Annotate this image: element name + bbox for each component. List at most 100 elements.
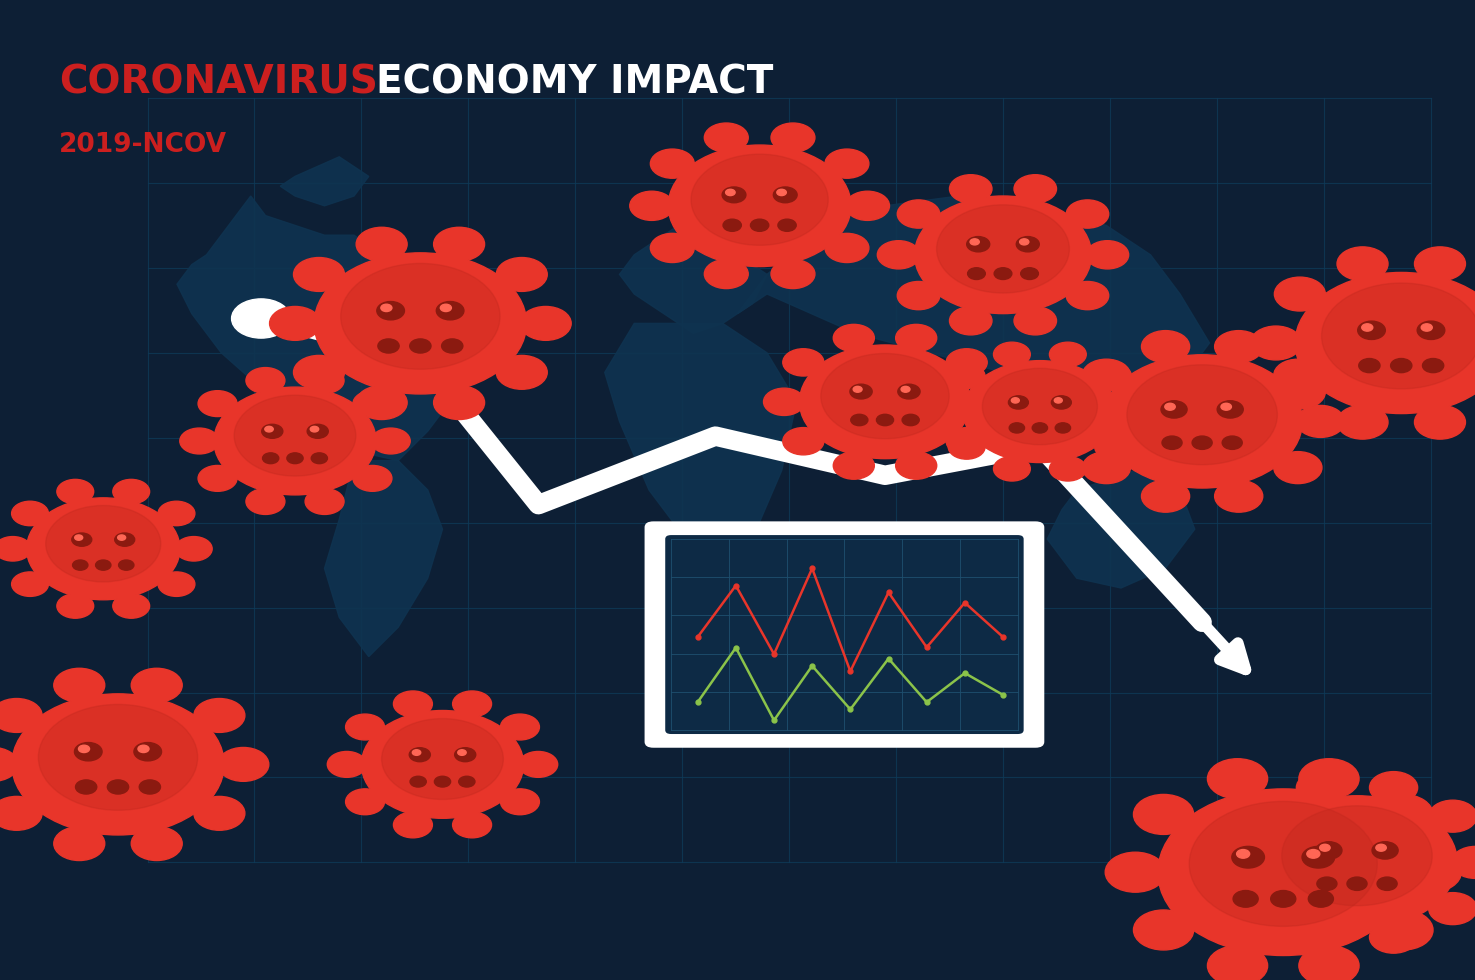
Circle shape (650, 233, 695, 263)
Circle shape (897, 200, 940, 228)
Circle shape (1158, 789, 1409, 956)
Circle shape (437, 302, 465, 319)
Circle shape (771, 260, 814, 288)
Circle shape (270, 307, 320, 340)
Circle shape (286, 453, 304, 464)
Circle shape (1415, 247, 1466, 280)
Circle shape (1372, 842, 1398, 859)
Circle shape (139, 745, 149, 753)
Circle shape (115, 533, 134, 546)
Circle shape (1083, 360, 1130, 391)
Circle shape (982, 368, 1097, 445)
Circle shape (1307, 850, 1320, 858)
Circle shape (1322, 283, 1475, 389)
Circle shape (850, 384, 872, 399)
Circle shape (1161, 401, 1187, 418)
Circle shape (453, 691, 491, 716)
Circle shape (158, 572, 195, 597)
Circle shape (1208, 759, 1267, 799)
Circle shape (1238, 801, 1285, 832)
Circle shape (193, 699, 245, 732)
Circle shape (409, 748, 431, 761)
Circle shape (261, 424, 283, 438)
Circle shape (1415, 406, 1466, 439)
Circle shape (898, 384, 920, 399)
Circle shape (1429, 801, 1475, 832)
Circle shape (355, 227, 407, 261)
Circle shape (1009, 422, 1025, 433)
Circle shape (1302, 847, 1335, 868)
Circle shape (764, 388, 804, 416)
Circle shape (1012, 398, 1019, 403)
Circle shape (1316, 842, 1342, 859)
Circle shape (705, 260, 748, 288)
Circle shape (914, 196, 1092, 314)
Circle shape (58, 479, 94, 504)
Circle shape (521, 307, 571, 340)
Circle shape (1299, 759, 1358, 799)
Circle shape (1299, 946, 1358, 980)
Circle shape (751, 220, 768, 231)
Circle shape (853, 386, 861, 392)
Circle shape (1162, 436, 1181, 450)
Circle shape (1021, 268, 1038, 279)
Circle shape (650, 149, 695, 178)
Circle shape (53, 668, 105, 702)
Circle shape (903, 415, 919, 425)
Circle shape (1165, 404, 1176, 411)
Circle shape (1274, 360, 1322, 391)
Circle shape (1049, 342, 1086, 367)
Circle shape (1236, 850, 1249, 858)
Circle shape (519, 752, 558, 777)
Circle shape (193, 797, 245, 830)
Circle shape (0, 748, 18, 781)
Circle shape (1251, 326, 1301, 360)
Circle shape (994, 457, 1031, 481)
Circle shape (134, 743, 162, 760)
Circle shape (218, 748, 268, 781)
Circle shape (1369, 771, 1417, 804)
Circle shape (139, 780, 161, 794)
Circle shape (58, 594, 94, 618)
Circle shape (966, 236, 990, 252)
Circle shape (1422, 323, 1432, 331)
Circle shape (1401, 853, 1462, 892)
Circle shape (948, 364, 985, 388)
Circle shape (1214, 847, 1263, 878)
Circle shape (968, 268, 985, 279)
Circle shape (131, 668, 183, 702)
Circle shape (38, 705, 198, 810)
Circle shape (901, 386, 910, 392)
Text: 2019-NCOV: 2019-NCOV (59, 132, 227, 159)
Circle shape (1376, 845, 1386, 852)
Circle shape (726, 189, 735, 196)
Circle shape (1336, 247, 1388, 280)
Circle shape (1055, 398, 1062, 403)
Circle shape (1223, 436, 1242, 450)
Circle shape (198, 391, 237, 416)
Circle shape (1192, 436, 1212, 450)
Circle shape (723, 220, 742, 231)
Circle shape (327, 752, 366, 777)
Circle shape (232, 299, 291, 338)
Circle shape (1320, 845, 1330, 852)
Circle shape (1378, 877, 1397, 891)
Circle shape (294, 356, 345, 389)
Circle shape (1094, 435, 1131, 460)
Circle shape (1347, 877, 1367, 891)
Circle shape (496, 356, 547, 389)
Circle shape (771, 123, 814, 152)
Circle shape (937, 205, 1069, 293)
Circle shape (1274, 452, 1322, 483)
Circle shape (1271, 891, 1295, 907)
Circle shape (246, 368, 285, 393)
Circle shape (311, 453, 327, 464)
Circle shape (246, 489, 285, 514)
Circle shape (1358, 359, 1381, 372)
Circle shape (895, 452, 937, 479)
Circle shape (314, 253, 527, 394)
Circle shape (1373, 795, 1434, 834)
Circle shape (378, 339, 400, 353)
Circle shape (1133, 795, 1193, 834)
Circle shape (457, 750, 466, 756)
